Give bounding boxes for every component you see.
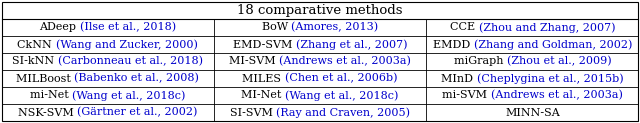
Text: 18 comparative methods: 18 comparative methods (237, 4, 403, 17)
Text: (Zhang et al., 2007): (Zhang et al., 2007) (296, 39, 407, 50)
Text: mi-SVM: mi-SVM (442, 91, 491, 100)
Text: (Zhou et al., 2009): (Zhou et al., 2009) (507, 56, 611, 67)
Text: BoW: BoW (262, 23, 291, 32)
Text: EMD-SVM: EMD-SVM (233, 39, 296, 49)
Text: (Babenko et al., 2008): (Babenko et al., 2008) (74, 73, 199, 84)
Text: MI-SVM: MI-SVM (229, 56, 279, 67)
Text: ADeep: ADeep (39, 23, 80, 32)
Text: MILES: MILES (243, 74, 285, 84)
Text: CkNN: CkNN (17, 39, 56, 49)
Text: (Cheplygina et al., 2015b): (Cheplygina et al., 2015b) (477, 73, 623, 84)
Text: SI-kNN: SI-kNN (12, 56, 58, 67)
Text: (Andrews et al., 2003a): (Andrews et al., 2003a) (491, 90, 623, 101)
Text: (Andrews et al., 2003a): (Andrews et al., 2003a) (279, 56, 411, 67)
Text: MI-Net: MI-Net (241, 91, 285, 100)
Text: (Gärtner et al., 2002): (Gärtner et al., 2002) (77, 107, 197, 118)
Text: SI-SVM: SI-SVM (230, 108, 276, 117)
Text: (Zhang and Goldman, 2002): (Zhang and Goldman, 2002) (474, 39, 632, 50)
Text: MInD: MInD (442, 74, 477, 84)
Text: miGraph: miGraph (454, 56, 507, 67)
Text: NSK-SVM: NSK-SVM (18, 108, 77, 117)
Text: (Wang et al., 2018c): (Wang et al., 2018c) (285, 90, 399, 101)
Text: (Wang et al., 2018c): (Wang et al., 2018c) (72, 90, 186, 101)
Text: (Carbonneau et al., 2018): (Carbonneau et al., 2018) (58, 56, 203, 67)
Text: (Ray and Craven, 2005): (Ray and Craven, 2005) (276, 107, 410, 118)
Text: mi-Net: mi-Net (29, 91, 72, 100)
Text: MINN-SA: MINN-SA (505, 108, 560, 117)
Text: (Chen et al., 2006b): (Chen et al., 2006b) (285, 73, 397, 84)
Text: (Ilse et al., 2018): (Ilse et al., 2018) (80, 22, 176, 33)
Text: MILBoost: MILBoost (16, 74, 74, 84)
Text: EMDD: EMDD (433, 39, 474, 49)
Text: (Amores, 2013): (Amores, 2013) (291, 22, 378, 33)
Text: (Zhou and Zhang, 2007): (Zhou and Zhang, 2007) (479, 22, 615, 33)
Text: (Wang and Zucker, 2000): (Wang and Zucker, 2000) (56, 39, 198, 50)
Text: CCE: CCE (450, 23, 479, 32)
